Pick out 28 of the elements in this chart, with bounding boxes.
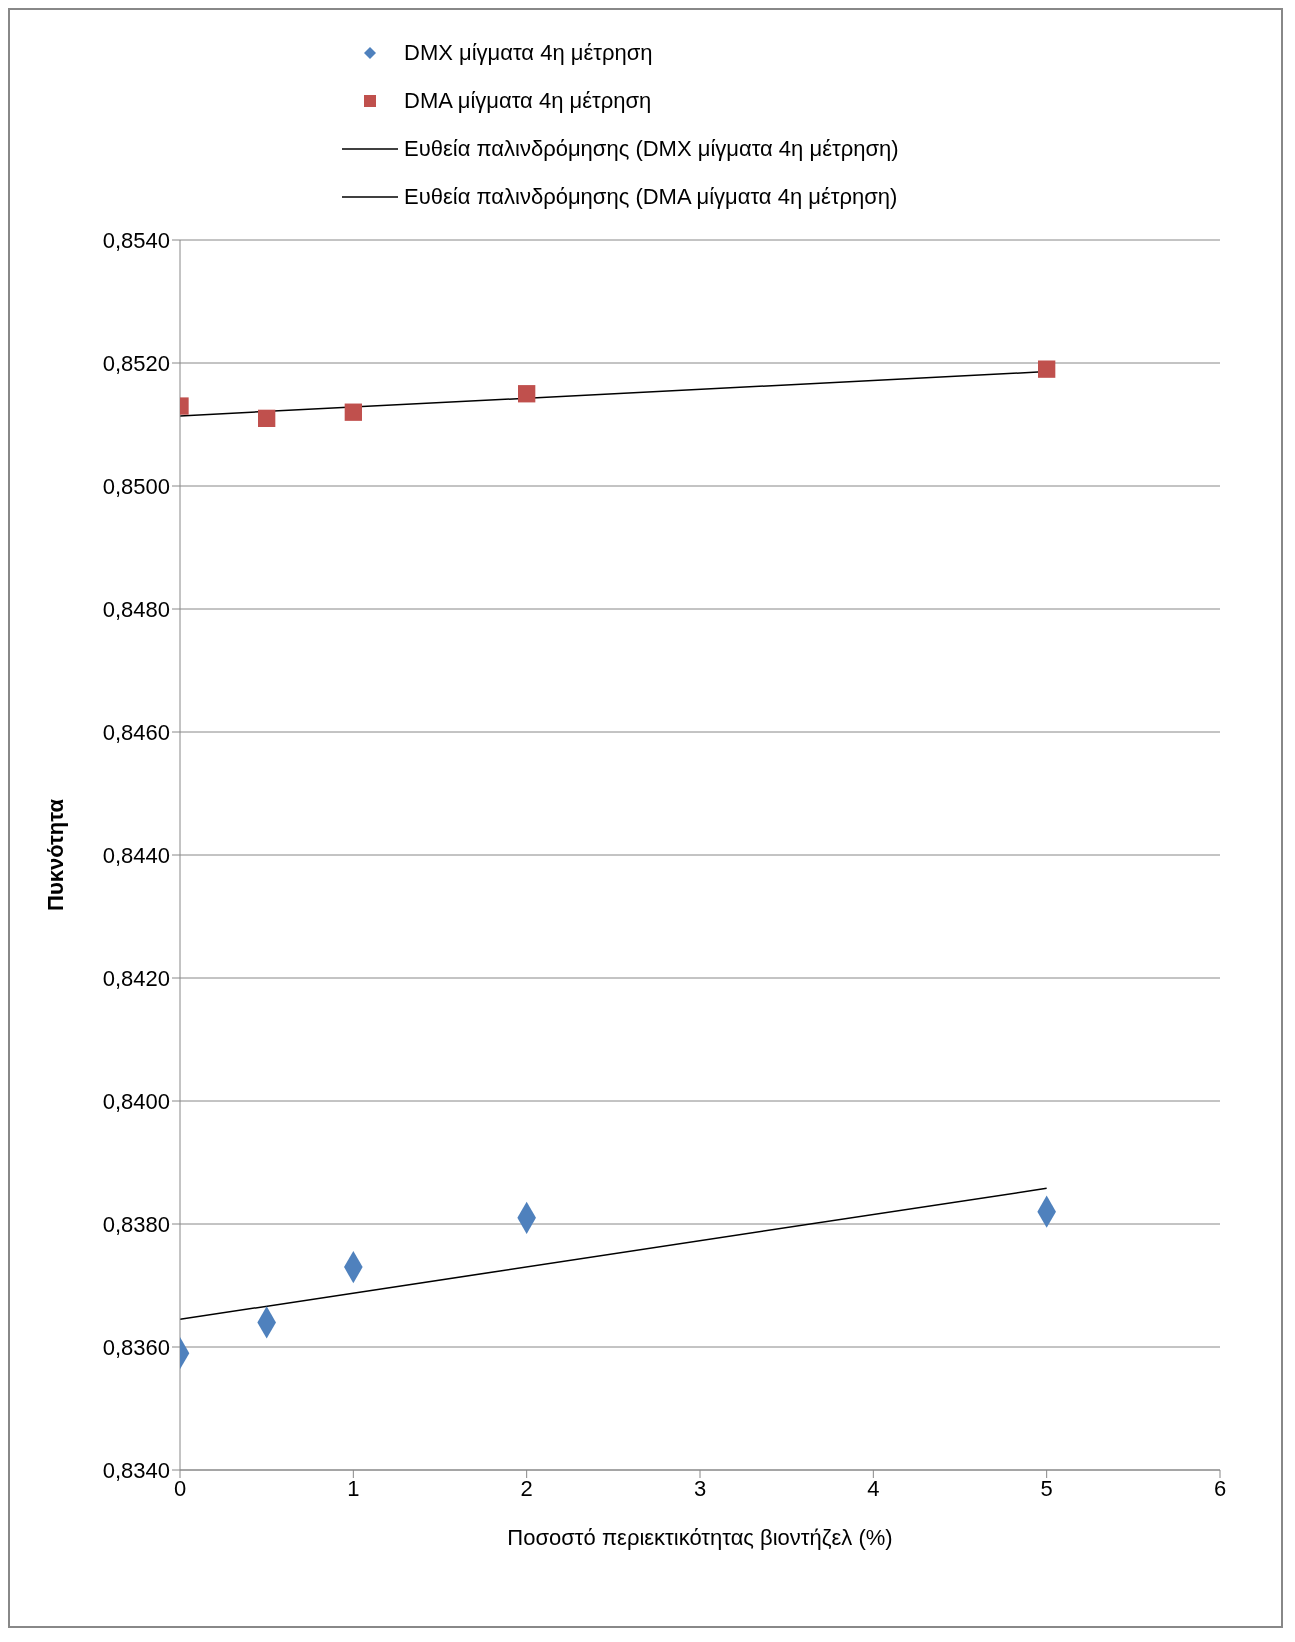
y-tick-label: 0,8400	[102, 1088, 170, 1114]
point	[1038, 360, 1056, 378]
y-tick-label: 0,8480	[102, 596, 170, 622]
point	[518, 385, 536, 403]
x-tick-label: 0	[173, 1475, 187, 1501]
y-axis-title: Πυκνότητα	[42, 798, 68, 912]
x-tick-label: 6	[1213, 1475, 1227, 1501]
y-tick-label: 0,8460	[102, 719, 170, 745]
point	[344, 403, 362, 421]
x-axis-title: Ποσοστό περιεκτικότητας βιοντήζελ (%)	[507, 1525, 893, 1550]
y-tick-label: 0,8520	[102, 350, 170, 376]
x-tick-label: 1	[347, 1475, 360, 1501]
legend-label: DMA μίγματα 4η μέτρηση	[404, 88, 652, 114]
x-tick-label: 4	[867, 1475, 880, 1501]
y-tick-label: 0,8540	[102, 227, 170, 253]
legend-label: Ευθεία παλινδρόμησης (DMA μίγματα 4η μέτρηση)	[404, 184, 898, 210]
x-tick-label: 5	[1040, 1475, 1053, 1501]
y-tick-label: 0,8380	[102, 1211, 170, 1237]
x-tick-label: 3	[693, 1475, 707, 1501]
point	[258, 409, 276, 428]
x-tick-label: 2	[520, 1475, 533, 1501]
y-tick-label: 0,8500	[102, 473, 170, 499]
y-tick-label: 0,8440	[102, 842, 170, 868]
y-tick-label: 0,8360	[102, 1334, 170, 1360]
y-tick-label: 0,8420	[102, 965, 170, 991]
legend-label: DMX μίγματα 4η μέτρηση	[404, 40, 653, 66]
legend-label: Ευθεία παλινδρόμησης (DMX μίγματα 4η μέτρηση)	[404, 136, 899, 162]
y-tick-label: 0,8340	[102, 1457, 170, 1483]
